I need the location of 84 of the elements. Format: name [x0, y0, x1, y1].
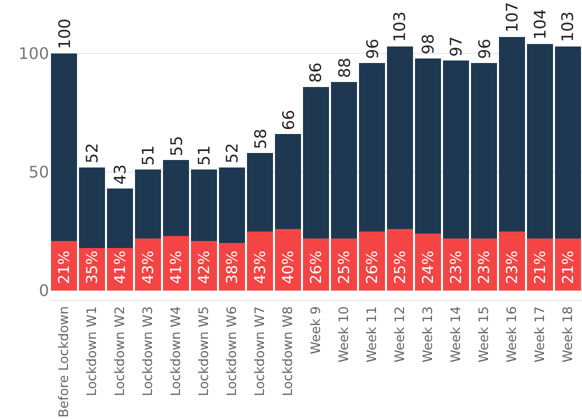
total-label: 52 — [82, 142, 102, 164]
x-tick-label: Week 16 — [505, 306, 520, 362]
x-tick-label: Week 18 — [561, 306, 576, 362]
total-label: 104 — [530, 9, 550, 40]
x-tick-label: Lockdown W3 — [141, 306, 156, 396]
x-tick-label: Week 15 — [477, 306, 492, 362]
annotation: 21% — [558, 250, 577, 284]
annotation: 21% — [54, 250, 73, 284]
bar — [274, 228, 302, 291]
x-tick-label: Lockdown W6 — [225, 306, 240, 396]
x-tick-label: Before Lockdown — [57, 306, 72, 418]
y-tick-label: 0 — [38, 281, 49, 300]
total-label: 51 — [138, 145, 158, 166]
annotation: 41% — [110, 250, 129, 284]
bar — [162, 236, 190, 291]
bar — [414, 234, 442, 291]
total-label: 88 — [334, 58, 354, 78]
total-label: 100 — [54, 18, 74, 50]
bar — [134, 170, 162, 238]
bar — [246, 153, 274, 232]
total-label: 51 — [194, 145, 214, 166]
annotation: 26% — [362, 250, 381, 284]
total-label: 107 — [502, 2, 522, 32]
annotation: 25% — [390, 250, 409, 284]
annotation: 23% — [502, 250, 521, 284]
x-tick-label: Lockdown W7 — [253, 306, 268, 396]
x-tick-label: Lockdown W4 — [169, 306, 184, 396]
x-tick-label: Week 14 — [449, 306, 464, 362]
annotation: 24% — [418, 250, 437, 284]
annotation: 38% — [222, 250, 241, 284]
total-label: 55 — [166, 136, 186, 156]
x-tick-label: Week 10 — [337, 306, 352, 362]
total-label: 43 — [110, 164, 130, 185]
total-label: 58 — [250, 128, 270, 150]
annotation: 23% — [474, 250, 493, 284]
annotation: 23% — [446, 250, 465, 284]
x-tick-label: Week 17 — [533, 306, 548, 362]
bar — [50, 54, 78, 241]
x-tick-label: Lockdown W5 — [197, 306, 212, 396]
bar — [470, 63, 498, 238]
total-label: 86 — [306, 62, 326, 83]
x-tick-label: Lockdown W1 — [85, 306, 100, 396]
x-tick-label: Week 12 — [393, 306, 408, 362]
y-tick-label: 100 — [18, 44, 49, 64]
bar — [358, 63, 386, 232]
annotation: 43% — [138, 250, 157, 284]
bar — [526, 44, 554, 238]
total-label: 103 — [558, 11, 578, 42]
bar — [274, 134, 302, 229]
annotation: 43% — [250, 250, 269, 284]
annotation: 25% — [334, 250, 353, 284]
x-tick-label: Week 11 — [365, 306, 380, 362]
bar — [330, 82, 358, 238]
total-label: 97 — [446, 36, 466, 57]
annotation: 42% — [194, 250, 213, 284]
y-tick-label: 50 — [28, 162, 49, 182]
bar — [554, 46, 582, 238]
total-label: 96 — [474, 38, 494, 60]
x-tick-label: Week 13 — [421, 306, 436, 362]
annotation: 21% — [530, 250, 549, 284]
x-tick-label: Lockdown W8 — [281, 306, 296, 396]
bar — [302, 86, 330, 238]
bar — [414, 58, 442, 234]
bar — [386, 46, 414, 229]
bar — [162, 160, 190, 236]
bar — [498, 231, 526, 291]
bar — [106, 188, 134, 248]
annotation: 26% — [306, 250, 325, 284]
total-label: 98 — [418, 34, 438, 54]
annotation: 41% — [166, 250, 185, 284]
total-label: 103 — [390, 11, 410, 42]
annotation: 35% — [82, 250, 101, 284]
total-label: 66 — [278, 110, 298, 130]
x-tick-label: Week 9 — [309, 306, 324, 354]
bar — [442, 60, 470, 238]
bar — [218, 167, 246, 244]
annotation: 40% — [278, 250, 297, 284]
total-label: 52 — [222, 142, 242, 164]
bar — [386, 228, 414, 291]
x-tick-label: Lockdown W2 — [113, 306, 128, 396]
bar — [498, 37, 526, 232]
bar — [78, 167, 106, 248]
total-label: 96 — [362, 38, 382, 60]
bar — [190, 170, 218, 241]
